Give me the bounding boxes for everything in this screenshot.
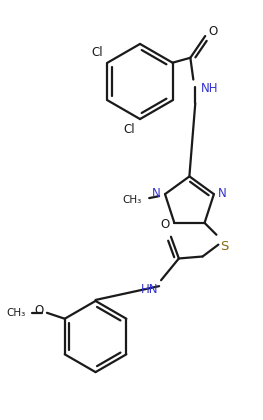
Text: CH₃: CH₃ xyxy=(122,195,141,205)
Text: CH₃: CH₃ xyxy=(6,308,25,318)
Text: S: S xyxy=(220,240,229,253)
Text: N: N xyxy=(218,186,227,199)
Text: O: O xyxy=(35,304,44,318)
Text: Cl: Cl xyxy=(91,46,103,59)
Text: HN: HN xyxy=(141,283,158,296)
Text: Cl: Cl xyxy=(123,123,135,136)
Text: O: O xyxy=(160,218,170,231)
Text: NH: NH xyxy=(201,82,219,95)
Text: O: O xyxy=(208,25,218,37)
Text: N: N xyxy=(152,186,161,199)
